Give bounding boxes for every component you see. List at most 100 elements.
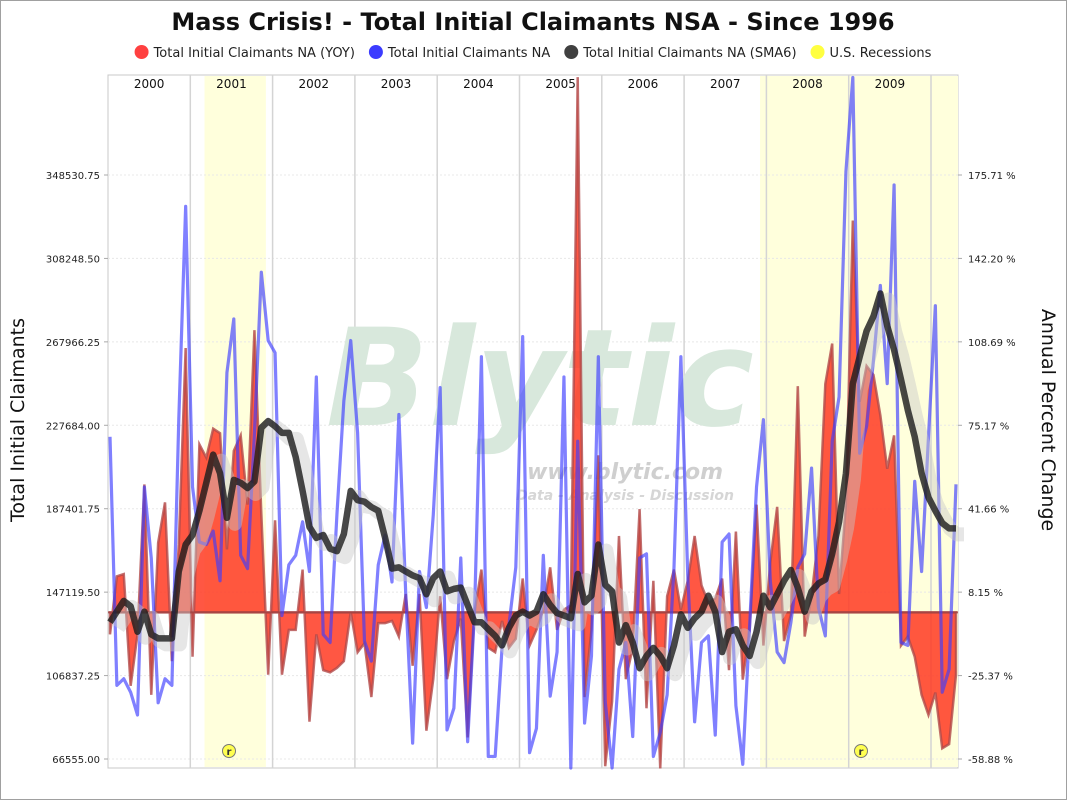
claimants-point[interactable] <box>302 521 304 523</box>
yoy-point[interactable] <box>914 656 916 658</box>
legend-item-label[interactable]: Total Initial Claimants NA (YOY) <box>153 46 355 61</box>
sma6-point[interactable] <box>267 420 269 422</box>
yoy-point[interactable] <box>281 674 283 676</box>
sma6-point[interactable] <box>872 315 874 317</box>
claimants-point[interactable] <box>680 356 682 358</box>
claimants-point[interactable] <box>611 767 613 769</box>
sma6-point[interactable] <box>597 544 599 546</box>
sma6-point[interactable] <box>556 612 558 614</box>
claimants-point[interactable] <box>123 678 125 680</box>
sma6-point[interactable] <box>515 615 517 617</box>
yoy-point[interactable] <box>253 329 255 331</box>
claimants-point[interactable] <box>549 695 551 697</box>
sma6-point[interactable] <box>577 573 579 575</box>
yoy-point[interactable] <box>123 573 125 575</box>
yoy-point[interactable] <box>941 747 943 749</box>
yoy-point[interactable] <box>315 633 317 635</box>
yoy-point[interactable] <box>886 468 888 470</box>
yoy-point[interactable] <box>198 443 200 445</box>
yoy-point[interactable] <box>893 434 895 436</box>
yoy-point[interactable] <box>852 220 854 222</box>
yoy-point[interactable] <box>735 531 737 533</box>
sma6-point[interactable] <box>212 454 214 456</box>
yoy-point[interactable] <box>350 611 352 613</box>
claimants-point[interactable] <box>948 668 950 670</box>
yoy-point[interactable] <box>611 701 613 703</box>
yoy-point[interactable] <box>109 633 111 635</box>
sma6-point[interactable] <box>329 548 331 550</box>
claimants-point[interactable] <box>164 678 166 680</box>
sma6-point[interactable] <box>529 615 531 617</box>
yoy-point[interactable] <box>549 566 551 568</box>
sma6-point[interactable] <box>157 637 159 639</box>
yoy-point[interactable] <box>240 434 242 436</box>
claimants-point[interactable] <box>687 574 689 576</box>
sma6-point[interactable] <box>542 593 544 595</box>
sma6-point[interactable] <box>955 527 957 529</box>
yoy-point[interactable] <box>377 622 379 624</box>
sma6-point[interactable] <box>322 534 324 536</box>
sma6-point[interactable] <box>866 330 868 332</box>
claimants-point[interactable] <box>226 372 228 374</box>
sma6-point[interactable] <box>453 588 455 590</box>
claimants-point[interactable] <box>824 635 826 637</box>
sma6-point[interactable] <box>398 566 400 568</box>
claimants-point[interactable] <box>453 707 455 709</box>
sma6-point[interactable] <box>652 647 654 649</box>
sma6-point[interactable] <box>198 510 200 512</box>
sma6-point[interactable] <box>419 577 421 579</box>
sma6-point[interactable] <box>247 487 249 489</box>
claimants-point[interactable] <box>694 721 696 723</box>
sma6-point[interactable] <box>205 482 207 484</box>
sma6-point[interactable] <box>522 611 524 613</box>
sma6-point[interactable] <box>570 617 572 619</box>
claimants-point[interactable] <box>790 621 792 623</box>
yoy-point[interactable] <box>742 679 744 681</box>
claimants-point[interactable] <box>405 593 407 595</box>
yoy-point[interactable] <box>453 640 455 642</box>
claimants-point[interactable] <box>577 440 579 442</box>
yoy-point[interactable] <box>150 694 152 696</box>
sma6-point[interactable] <box>315 537 317 539</box>
sma6-point[interactable] <box>508 627 510 629</box>
sma6-point[interactable] <box>405 570 407 572</box>
yoy-point[interactable] <box>955 674 957 676</box>
sma6-point[interactable] <box>480 621 482 623</box>
sma6-point[interactable] <box>350 490 352 492</box>
yoy-point[interactable] <box>652 580 654 582</box>
sma6-point[interactable] <box>948 527 950 529</box>
yoy-point[interactable] <box>226 548 228 550</box>
sma6-point[interactable] <box>164 637 166 639</box>
claimants-point[interactable] <box>315 376 317 378</box>
claimants-point[interactable] <box>701 642 703 644</box>
sma6-point[interactable] <box>694 617 696 619</box>
sma6-point[interactable] <box>439 570 441 572</box>
claimants-point[interactable] <box>322 633 324 635</box>
claimants-point[interactable] <box>109 436 111 438</box>
yoy-point[interactable] <box>927 714 929 716</box>
claimants-point[interactable] <box>941 691 943 693</box>
claimants-point[interactable] <box>845 170 847 172</box>
sma6-point[interactable] <box>584 601 586 603</box>
claimants-point[interactable] <box>632 736 634 738</box>
claimants-point[interactable] <box>776 651 778 653</box>
claimants-point[interactable] <box>192 486 194 488</box>
claimants-point[interactable] <box>886 383 888 385</box>
claimants-point[interactable] <box>288 564 290 566</box>
sma6-point[interactable] <box>357 499 359 501</box>
yoy-point[interactable] <box>900 645 902 647</box>
claimants-point[interactable] <box>563 376 565 378</box>
yoy-point[interactable] <box>480 569 482 571</box>
sma6-point[interactable] <box>900 378 902 380</box>
claimants-point[interactable] <box>529 752 531 754</box>
sma6-point[interactable] <box>590 595 592 597</box>
sma6-point[interactable] <box>150 633 152 635</box>
sma6-point[interactable] <box>384 537 386 539</box>
yoy-point[interactable] <box>701 584 703 586</box>
yoy-point[interactable] <box>797 385 799 387</box>
claimants-point[interactable] <box>866 425 868 427</box>
claimants-point[interactable] <box>439 387 441 389</box>
yoy-point[interactable] <box>384 622 386 624</box>
sma6-point[interactable] <box>253 480 255 482</box>
yoy-point[interactable] <box>343 660 345 662</box>
